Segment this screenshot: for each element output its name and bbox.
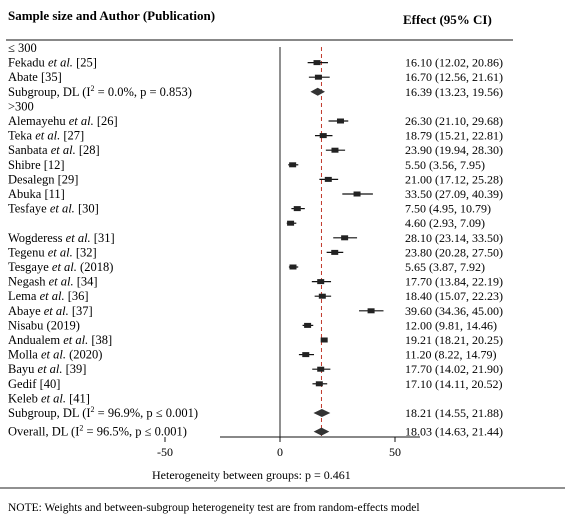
x-tick-label: -50 xyxy=(157,445,173,459)
effect-ci-text: 19.21 (18.21, 20.25) xyxy=(405,333,503,347)
point-estimate xyxy=(302,352,310,358)
effect-ci-text: 16.10 (12.02, 20.86) xyxy=(405,56,503,70)
col-header-left: Sample size and Author (Publication) xyxy=(8,8,215,23)
effect-ci-text: 5.65 (3.87, 7.92) xyxy=(405,260,485,274)
summary-diamond xyxy=(310,87,325,96)
effect-ci-text: 4.60 (2.93, 7.09) xyxy=(405,216,485,230)
subgroup-heading: >300 xyxy=(8,99,34,113)
point-estimate xyxy=(289,162,297,168)
effect-ci-text: 12.00 (9.81, 14.46) xyxy=(405,318,497,332)
effect-ci-text: 17.70 (14.02, 21.90) xyxy=(405,362,503,376)
study-label: Sanbata et al. [28] xyxy=(8,143,100,157)
effect-ci-text: 11.20 (8.22, 14.79) xyxy=(405,348,497,362)
point-estimate xyxy=(331,249,339,255)
point-estimate xyxy=(320,337,328,343)
effect-ci-text: 16.70 (12.56, 21.61) xyxy=(405,70,503,84)
effect-ci-text: 5.50 (3.56, 7.95) xyxy=(405,158,485,172)
study-label: Nisabu (2019) xyxy=(8,318,80,332)
effect-ci-text: 21.00 (17.12, 25.28) xyxy=(405,172,503,186)
study-label: Abuka [11] xyxy=(8,187,65,201)
subgroup-heading: ≤ 300 xyxy=(8,41,37,55)
effect-ci-text: 23.80 (20.28, 27.50) xyxy=(405,245,503,259)
point-estimate xyxy=(341,235,349,241)
effect-ci-text: 18.79 (15.21, 22.81) xyxy=(405,129,503,143)
effect-ci-text: 16.39 (13.23, 19.56) xyxy=(405,85,503,99)
study-label: Alemayehu et al. [26] xyxy=(8,114,118,128)
point-estimate xyxy=(293,206,301,212)
study-label: Keleb et al. [41] xyxy=(8,391,90,405)
point-estimate xyxy=(287,220,295,226)
col-header-right: Effect (95% CI) xyxy=(403,12,492,27)
effect-ci-text: 39.60 (34.36, 45.00) xyxy=(405,304,503,318)
point-estimate xyxy=(289,264,297,270)
point-estimate xyxy=(331,147,339,153)
study-label: Wogderess et al. [31] xyxy=(8,231,115,245)
effect-ci-text: 33.50 (27.09, 40.39) xyxy=(405,187,503,201)
effect-ci-text: 7.50 (4.95, 10.79) xyxy=(405,202,491,216)
study-label: Desalegn [29] xyxy=(8,172,78,186)
effect-ci-text: 23.90 (19.94, 28.30) xyxy=(405,143,503,157)
effect-ci-text: 28.10 (23.14, 33.50) xyxy=(405,231,503,245)
x-tick-label: 50 xyxy=(389,445,401,459)
point-estimate xyxy=(313,60,321,66)
study-label: Negash et al. [34] xyxy=(8,275,98,289)
point-estimate xyxy=(318,293,326,299)
effect-ci-text: 18.21 (14.55, 21.88) xyxy=(405,406,503,420)
effect-ci-text: 17.10 (14.11, 20.52) xyxy=(405,377,503,391)
study-label: Tesfaye et al. [30] xyxy=(8,202,99,216)
summary-label: Subgroup, DL (I2 = 96.9%, p ≤ 0.001) xyxy=(8,405,198,420)
summary-label: Subgroup, DL (I2 = 0.0%, p = 0.853) xyxy=(8,84,192,99)
summary-diamond xyxy=(313,427,330,436)
effect-ci-text: 18.40 (15.07, 22.23) xyxy=(405,289,503,303)
study-label: Tegenu et al. [32] xyxy=(8,245,97,259)
study-label: Abate [35] xyxy=(8,70,62,84)
study-label: Fekadu et al. [25] xyxy=(8,56,97,70)
point-estimate xyxy=(353,191,361,197)
study-label: Andualem et al. [38] xyxy=(8,333,112,347)
effect-ci-text: 17.70 (13.84, 22.19) xyxy=(405,275,503,289)
point-estimate xyxy=(336,118,344,124)
study-label: Teka et al. [27] xyxy=(8,129,84,143)
note-text: NOTE: Weights and between-subgroup heter… xyxy=(8,502,420,514)
study-label: Molla et al. (2020) xyxy=(8,348,102,362)
summary-diamond xyxy=(313,409,331,417)
x-tick-label: 0 xyxy=(277,445,283,459)
effect-ci-text: 18.03 (14.63, 21.44) xyxy=(405,425,503,439)
point-estimate xyxy=(367,308,375,314)
study-label: Gedif [40] xyxy=(8,377,60,391)
summary-label: Overall, DL (I2 = 96.5%, p ≤ 0.001) xyxy=(8,424,187,439)
x-axis-ticks: -50 0 50 xyxy=(157,437,401,459)
study-label: Bayu et al. [39] xyxy=(8,362,86,376)
point-estimate xyxy=(324,176,332,182)
effect-ci-text: 26.30 (21.10, 29.68) xyxy=(405,114,503,128)
point-estimate xyxy=(319,133,327,139)
study-label: Shibre [12] xyxy=(8,158,65,172)
point-estimate xyxy=(315,381,323,387)
study-label: Lema et al. [36] xyxy=(8,289,89,303)
point-estimate xyxy=(317,366,325,372)
point-estimate xyxy=(304,322,312,328)
study-label: Tesgaye et al. (2018) xyxy=(8,260,113,274)
point-estimate xyxy=(314,74,322,80)
heterogeneity-text: Heterogeneity between groups: p = 0.461 xyxy=(152,468,351,482)
study-label: Abaye et al. [37] xyxy=(8,304,93,318)
point-estimate xyxy=(317,279,325,285)
